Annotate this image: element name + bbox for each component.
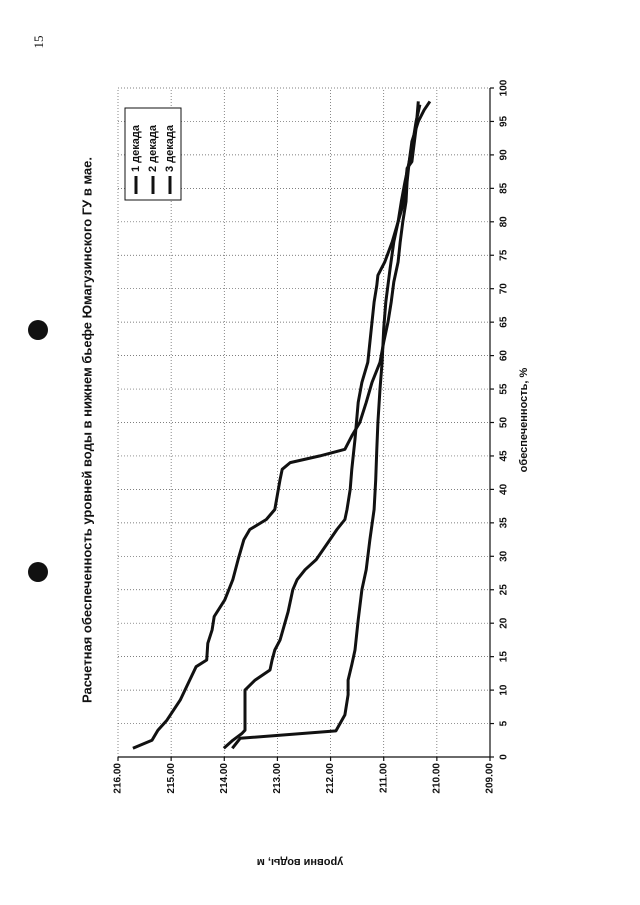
- legend-label: 1 декада: [130, 124, 142, 172]
- y-tick-label: 216.00: [113, 763, 124, 794]
- x-tick-label: 65: [499, 316, 510, 328]
- x-tick-label: 95: [499, 115, 510, 127]
- legend-box: [124, 107, 182, 201]
- x-tick-label: 45: [499, 450, 510, 462]
- x-tick-label: 60: [499, 350, 510, 362]
- data-line: [231, 104, 422, 750]
- x-tick-label: 35: [499, 517, 510, 529]
- x-tick-label: 90: [499, 149, 510, 161]
- chart-title: Расчетная обеспеченность уровней воды в …: [79, 157, 94, 703]
- chart: Расчетная обеспеченность уровней воды в …: [79, 79, 529, 868]
- x-tick-label: 10: [499, 684, 510, 696]
- y-tick-label: 213.00: [272, 763, 283, 794]
- x-tick-label: 75: [499, 249, 510, 261]
- x-tick-label: 50: [499, 417, 510, 429]
- x-tick-label: 0: [499, 754, 510, 760]
- x-tick-label: 30: [499, 550, 510, 562]
- x-axis-label: обеспеченность, %: [518, 367, 530, 472]
- y-tick-label: 215.00: [166, 763, 177, 794]
- data-line: [222, 101, 420, 750]
- y-tick-label: 211.00: [378, 763, 389, 793]
- punch-hole: [28, 562, 48, 582]
- y-tick-label: 214.00: [219, 763, 230, 794]
- legend-label: 3 декада: [164, 124, 176, 172]
- x-tick-label: 25: [499, 584, 510, 596]
- y-tick-label: 212.00: [325, 763, 336, 794]
- legend-label: 2 декада: [147, 124, 159, 172]
- y-tick-label: 209.00: [485, 763, 496, 794]
- data-line: [132, 100, 432, 750]
- x-tick-label: 5: [499, 720, 510, 726]
- x-tick-label: 80: [499, 216, 510, 228]
- page-number: 15: [31, 36, 46, 49]
- x-tick-label: 20: [499, 617, 510, 629]
- x-tick-label: 70: [499, 283, 510, 295]
- x-tick-label: 100: [499, 79, 510, 96]
- punch-hole: [28, 320, 48, 340]
- y-axis-label: уровни воды, м: [257, 856, 343, 868]
- y-tick-label: 210.00: [431, 763, 442, 794]
- x-tick-label: 85: [499, 182, 510, 194]
- x-tick-label: 15: [499, 651, 510, 663]
- x-tick-label: 40: [499, 483, 510, 495]
- x-tick-label: 55: [499, 383, 510, 395]
